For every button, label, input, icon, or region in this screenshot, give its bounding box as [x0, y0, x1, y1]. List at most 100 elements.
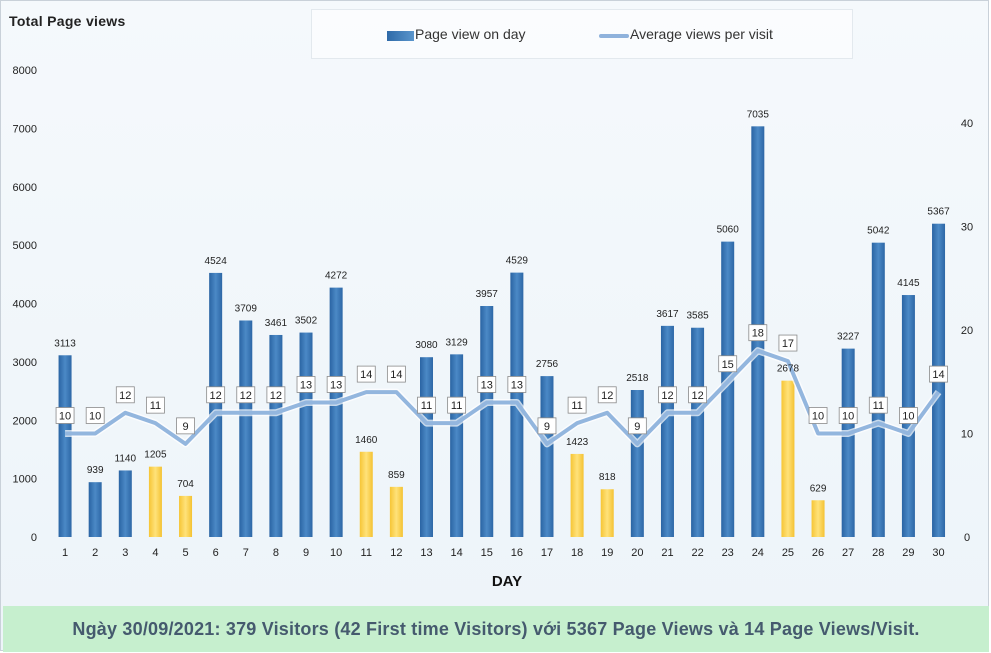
- bar-value-label: 859: [388, 470, 405, 481]
- x-axis-tick: 15: [481, 547, 493, 559]
- y2-axis-tick: 10: [961, 429, 973, 441]
- y-axis-tick: 1000: [13, 474, 37, 486]
- x-axis-tick: 10: [330, 547, 342, 559]
- avg-value-label: 17: [782, 338, 794, 350]
- x-axis-tick: 11: [361, 547, 372, 559]
- avg-value-box: [718, 355, 738, 373]
- x-axis-tick: 14: [450, 547, 462, 559]
- x-axis-tick: 3: [122, 547, 128, 559]
- bar-value-label: 3502: [295, 316, 318, 327]
- avg-value-label: 13: [511, 379, 523, 391]
- y-axis-tick: 5000: [13, 240, 37, 252]
- x-axis-label: DAY: [492, 573, 522, 590]
- bar-day-10: [329, 287, 343, 537]
- x-axis-tick: 9: [303, 547, 309, 559]
- bar-value-label: 4272: [325, 271, 348, 282]
- avg-value-label: 9: [634, 421, 640, 433]
- bar-value-label: 629: [810, 483, 827, 494]
- x-axis-tick: 30: [932, 547, 944, 559]
- bar-value-label: 2518: [626, 373, 649, 384]
- summary-text: Ngày 30/09/2021: 379 Visitors (42 First …: [72, 618, 920, 639]
- avg-value-label: 18: [752, 328, 764, 340]
- avg-value-label: 11: [571, 400, 582, 412]
- avg-value-box: [115, 386, 135, 404]
- bar-day-15: [480, 306, 494, 537]
- x-axis-tick: 16: [511, 547, 523, 559]
- bar-day-3: [118, 470, 132, 537]
- avg-value-label: 12: [270, 390, 282, 402]
- avg-value-box: [55, 407, 75, 424]
- avg-value-box: [266, 386, 286, 404]
- avg-value-box: [85, 407, 105, 424]
- bar-day-27: [841, 348, 855, 537]
- x-axis-tick: 4: [152, 547, 158, 559]
- avg-value-label: 11: [150, 400, 161, 412]
- x-axis-tick: 13: [420, 547, 432, 559]
- avg-line-glow: [65, 347, 942, 448]
- avg-value-label: 13: [300, 379, 312, 391]
- avg-value-label: 10: [902, 411, 914, 423]
- bar-value-label: 1205: [144, 450, 167, 461]
- bar-day-11: [359, 451, 373, 537]
- x-axis-tick: 28: [872, 547, 884, 559]
- avg-value-box: [356, 365, 376, 383]
- bar-day-20: [630, 390, 644, 537]
- x-axis-tick: 29: [902, 547, 914, 559]
- avg-value-label: 13: [481, 379, 493, 391]
- avg-value-box: [146, 396, 165, 414]
- avg-value-box: [417, 396, 436, 414]
- bar-value-label: 1423: [566, 437, 589, 448]
- avg-value-box: [326, 376, 346, 393]
- y-axis-tick: 7000: [13, 123, 37, 135]
- bar-value-label: 939: [87, 465, 104, 476]
- avg-line-series: [65, 348, 941, 446]
- avg-value-box: [567, 396, 587, 414]
- bar-day-14: [450, 354, 464, 537]
- chart-legend: Page view on day Average views per visit: [311, 9, 853, 59]
- x-axis-tick: 21: [661, 547, 673, 559]
- bar-day-19: [600, 489, 614, 537]
- bar-value-label: 4145: [897, 278, 920, 289]
- avg-value-label: 12: [601, 390, 613, 402]
- avg-value-box: [236, 386, 256, 404]
- bar-day-8: [269, 334, 283, 537]
- bar-value-label: 1140: [115, 453, 137, 464]
- avg-value-label: 11: [873, 400, 884, 412]
- bar-day-17: [540, 376, 554, 537]
- x-axis-tick: 7: [243, 547, 249, 559]
- avg-value-label: 12: [240, 390, 252, 402]
- avg-value-label: 14: [390, 369, 402, 381]
- x-axis-tick: 18: [571, 547, 583, 559]
- x-axis-tick: 20: [631, 547, 643, 559]
- x-axis-tick: 17: [541, 547, 553, 559]
- bar-value-label: 5042: [867, 226, 890, 237]
- bar-value-label: 2756: [536, 359, 559, 370]
- avg-value-box: [627, 417, 647, 435]
- avg-value-box: [537, 417, 557, 435]
- bar-day-23: [721, 241, 735, 537]
- avg-value-box: [899, 407, 918, 424]
- y2-axis-tick: 20: [961, 325, 973, 337]
- bar-value-label: 3113: [54, 338, 76, 349]
- avg-value-label: 10: [842, 411, 854, 423]
- avg-value-label: 10: [89, 411, 101, 423]
- avg-value-box: [778, 334, 798, 352]
- bar-value-label: 3080: [415, 340, 438, 351]
- bar-value-label: 3129: [445, 337, 468, 348]
- avg-value-box: [477, 376, 497, 393]
- bar-day-25: [781, 380, 795, 537]
- x-axis-tick: 23: [722, 547, 734, 559]
- avg-value-label: 9: [544, 421, 550, 433]
- x-axis-tick: 8: [273, 547, 279, 559]
- avg-value-label: 13: [330, 379, 342, 391]
- x-axis-tick: 19: [601, 547, 613, 559]
- avg-value-label: 10: [812, 411, 824, 423]
- summary-footer: Ngày 30/09/2021: 379 Visitors (42 First …: [3, 606, 989, 652]
- bar-day-7: [239, 320, 253, 537]
- avg-value-label: 10: [59, 411, 71, 423]
- y-axis-tick: 4000: [13, 299, 37, 311]
- avg-value-box: [597, 386, 617, 404]
- bar-day-21: [660, 325, 674, 537]
- avg-value-label: 15: [722, 359, 734, 371]
